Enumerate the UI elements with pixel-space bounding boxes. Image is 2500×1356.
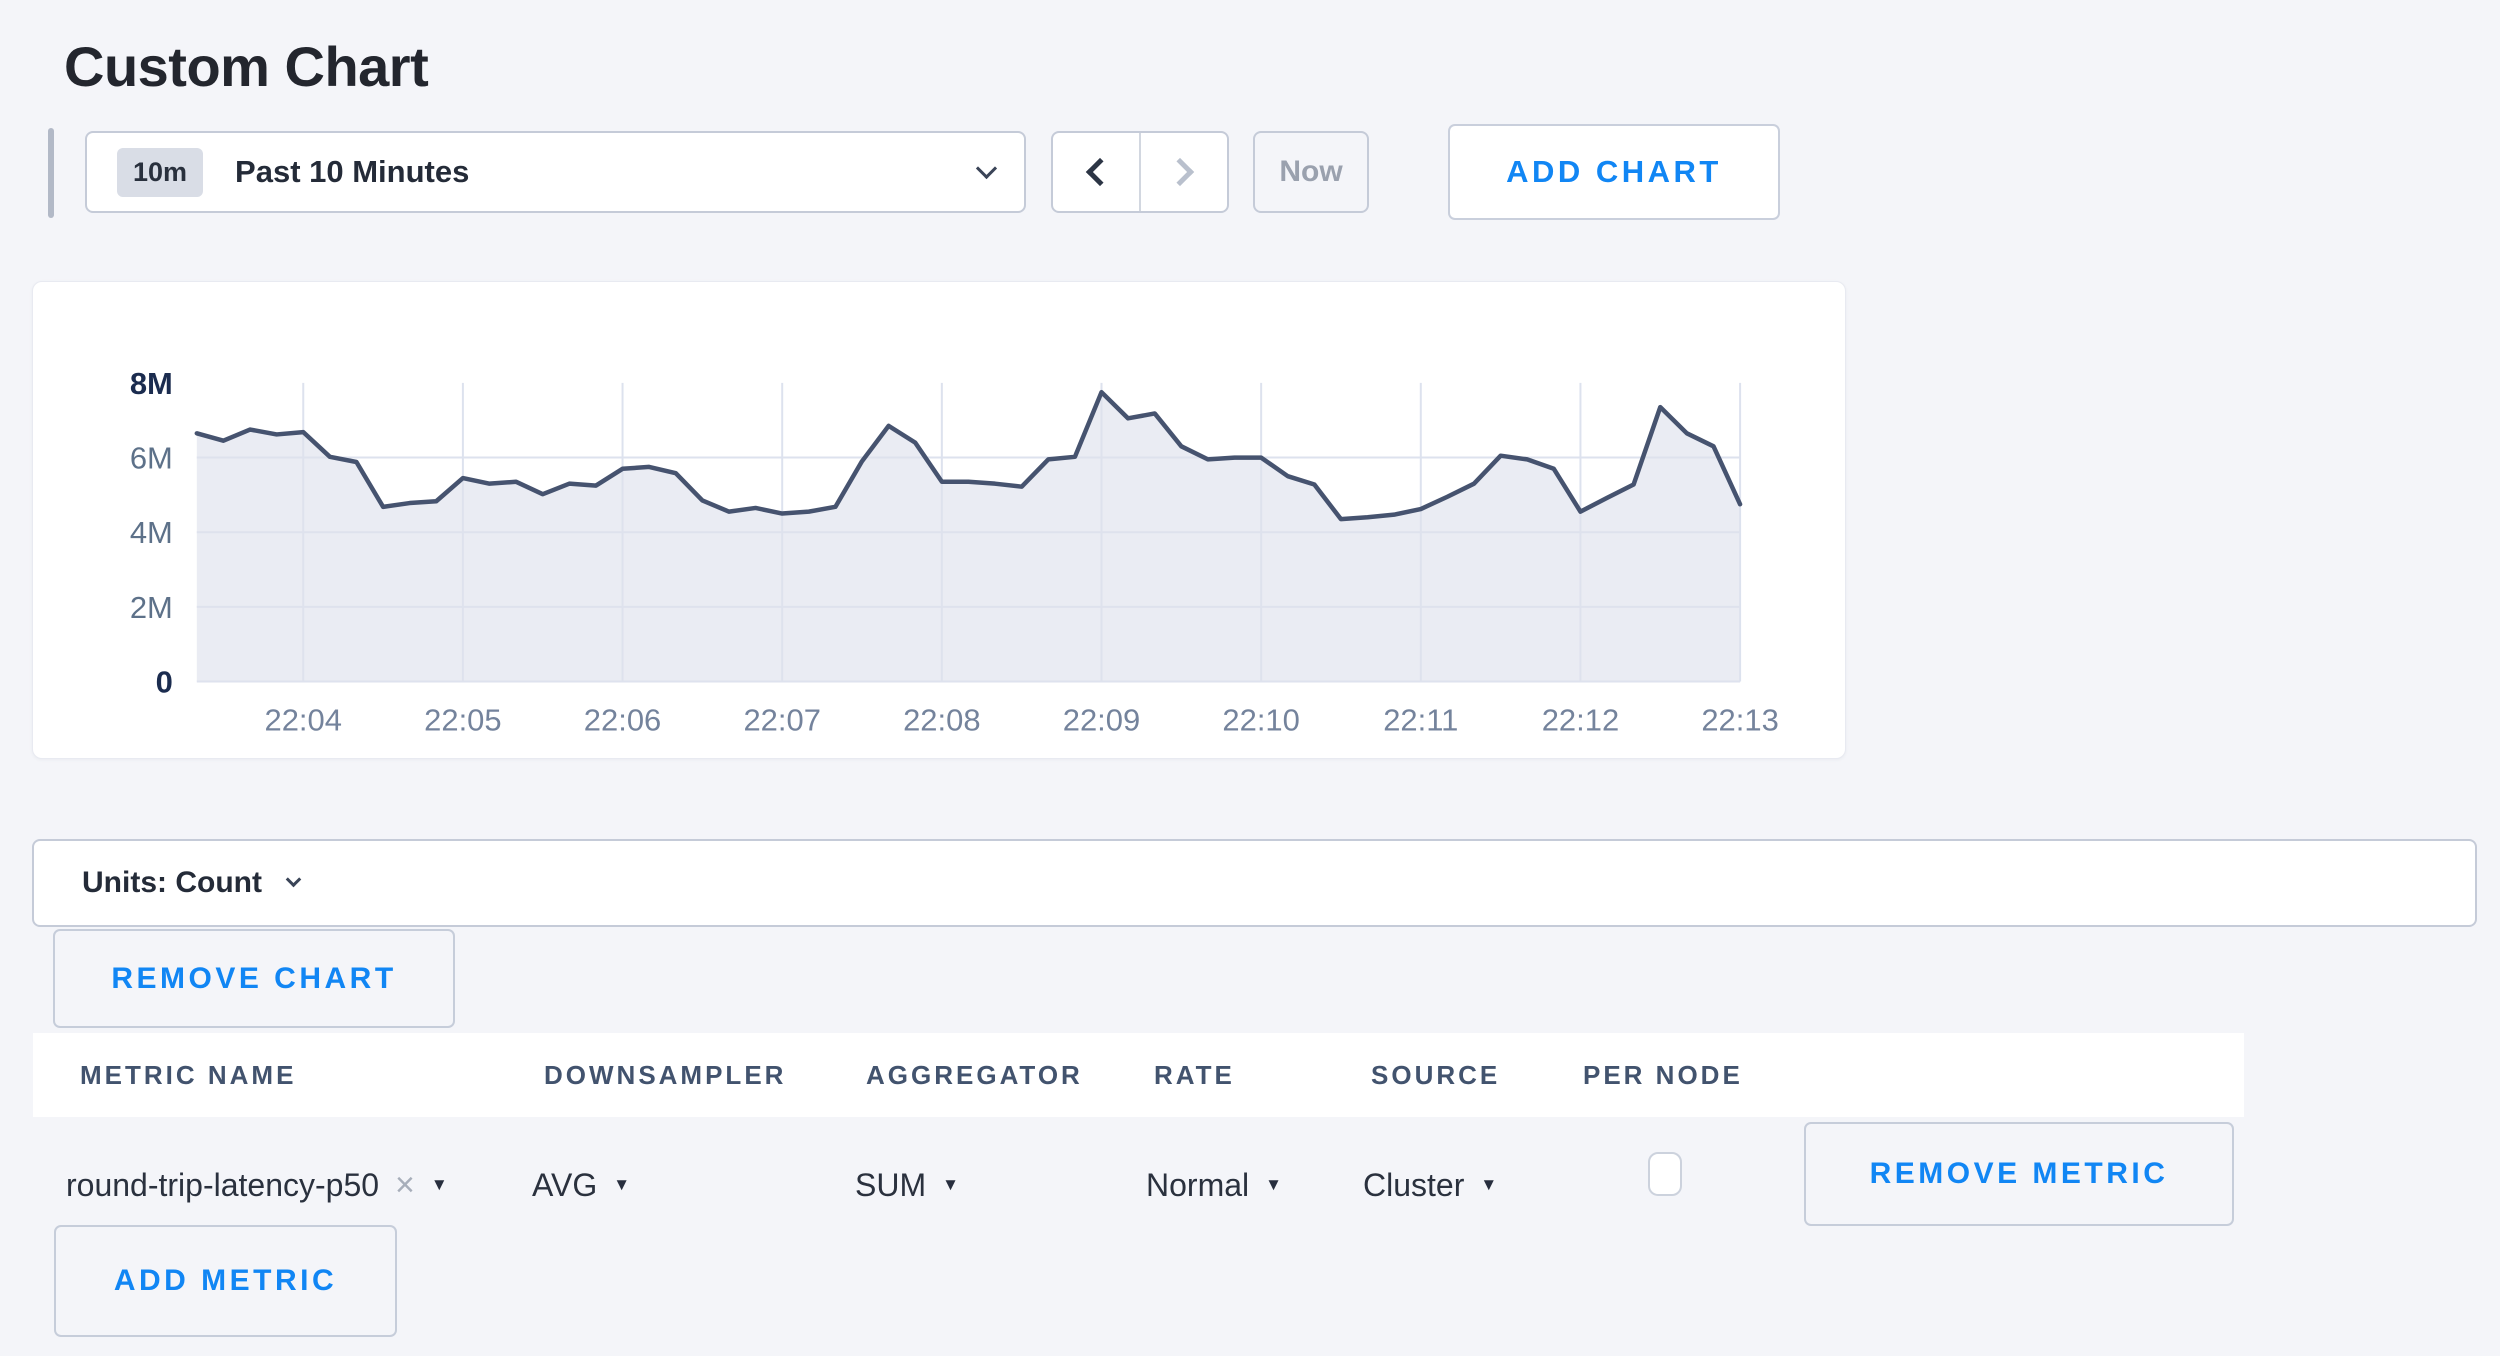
col-header-aggregator: AGGREGATOR [866, 1059, 1083, 1090]
time-range-badge: 10m [117, 147, 204, 197]
chevron-down-icon [975, 157, 998, 180]
page-title: Custom Chart [64, 35, 429, 98]
svg-text:22:10: 22:10 [1222, 702, 1299, 737]
toolbar-divider [48, 128, 54, 218]
caret-down-icon: ▼ [613, 1175, 631, 1194]
rate-value: Normal [1146, 1166, 1250, 1203]
col-header-downsampler: DOWNSAMPLER [544, 1059, 787, 1090]
svg-text:4M: 4M [130, 515, 173, 550]
svg-text:22:11: 22:11 [1383, 702, 1458, 737]
svg-text:22:09: 22:09 [1063, 702, 1140, 737]
chevron-down-icon [285, 871, 302, 888]
now-button[interactable]: Now [1253, 131, 1369, 213]
per-node-checkbox[interactable] [1648, 1152, 1682, 1196]
chart-card: 8M 6M 4M 2M 0 22:04 22:05 22:06 22:07 22:08 22:09 2… [32, 281, 1846, 759]
aggregator-select[interactable]: SUM ▼ [855, 1146, 959, 1224]
svg-text:22:06: 22:06 [584, 702, 661, 737]
metric-name-select[interactable]: round-trip-latency-p50 × ▼ [66, 1146, 448, 1224]
svg-text:22:07: 22:07 [743, 702, 820, 737]
svg-text:8M: 8M [130, 366, 173, 401]
caret-down-icon: ▼ [1480, 1175, 1498, 1194]
col-header-source: SOURCE [1371, 1059, 1501, 1090]
clear-metric-icon[interactable]: × [395, 1165, 415, 1204]
downsampler-value: AVG [532, 1166, 598, 1203]
col-header-metric-name: METRIC NAME [80, 1059, 297, 1090]
time-shift-group [1051, 131, 1229, 213]
aggregator-value: SUM [855, 1166, 927, 1203]
svg-text:22:12: 22:12 [1542, 702, 1619, 737]
metric-name-value: round-trip-latency-p50 [66, 1166, 380, 1203]
svg-text:2M: 2M [130, 590, 173, 625]
add-metric-button[interactable]: ADD METRIC [54, 1225, 397, 1337]
svg-text:6M: 6M [130, 441, 173, 476]
svg-text:22:08: 22:08 [903, 702, 980, 737]
col-header-rate: RATE [1154, 1059, 1235, 1090]
svg-text:22:13: 22:13 [1701, 702, 1778, 737]
col-header-per-node: PER NODE [1583, 1059, 1743, 1090]
timeseries-chart: 8M 6M 4M 2M 0 22:04 22:05 22:06 22:07 22:08 22:09 2… [130, 366, 1779, 738]
add-chart-button[interactable]: ADD CHART [1448, 124, 1780, 220]
prev-range-button[interactable] [1053, 133, 1139, 211]
chevron-left-icon [1085, 157, 1115, 187]
units-label: Units: Count [82, 866, 262, 899]
svg-text:0: 0 [156, 665, 173, 700]
svg-text:22:05: 22:05 [424, 702, 501, 737]
svg-text:22:04: 22:04 [265, 702, 342, 737]
units-dropdown[interactable]: Units: Count [32, 839, 2477, 927]
next-range-button[interactable] [1139, 133, 1227, 211]
remove-chart-button[interactable]: REMOVE CHART [53, 929, 455, 1028]
chevron-right-icon [1165, 157, 1195, 187]
metrics-table-header: METRIC NAME DOWNSAMPLER AGGREGATOR RATE … [33, 1033, 2244, 1117]
time-range-dropdown[interactable]: 10m Past 10 Minutes [85, 131, 1026, 213]
remove-metric-button[interactable]: REMOVE METRIC [1804, 1122, 2234, 1226]
downsampler-select[interactable]: AVG ▼ [532, 1146, 630, 1224]
rate-select[interactable]: Normal ▼ [1146, 1146, 1282, 1224]
caret-down-icon: ▼ [1265, 1175, 1282, 1194]
caret-down-icon: ▼ [942, 1175, 959, 1194]
source-select[interactable]: Cluster ▼ [1363, 1146, 1497, 1224]
time-range-label: Past 10 Minutes [235, 154, 470, 189]
source-value: Cluster [1363, 1166, 1465, 1203]
caret-down-icon: ▼ [430, 1175, 448, 1194]
